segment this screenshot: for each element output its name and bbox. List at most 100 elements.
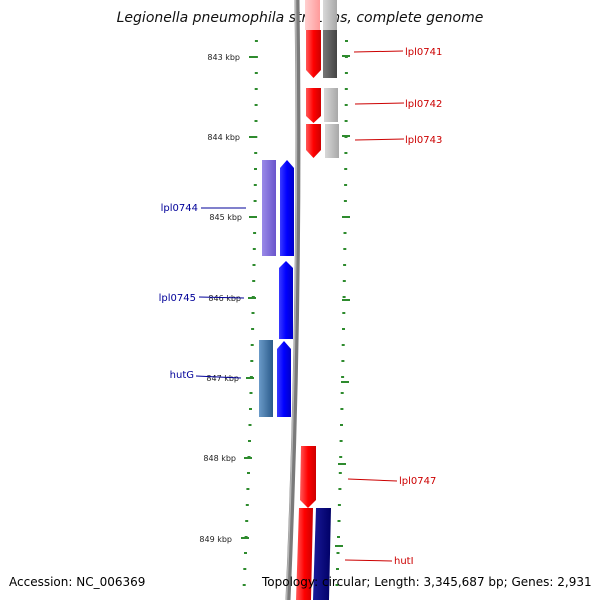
feature-lpl0741-shadow (323, 30, 337, 78)
scale-label: 848 kbp (203, 454, 236, 463)
scale-minor-tick (253, 184, 257, 186)
gene-lpl0742 (306, 88, 321, 123)
genome-title: Legionella pneumophila str. Lens, comple… (116, 10, 484, 26)
scale-minor-tick (341, 344, 345, 346)
gene-lpl0744 (280, 160, 294, 256)
gene-lpl0745 (279, 261, 293, 339)
scale-minor-tick (339, 440, 343, 442)
gene-lpl0741 (306, 30, 321, 78)
scale-minor-tick (336, 552, 340, 554)
scale-minor-tick (343, 248, 347, 250)
scale-minor-tick (254, 168, 257, 170)
scale-minor-tick (339, 456, 343, 458)
leader-lpl0742 (354, 102, 405, 105)
scale-minor-tick (337, 536, 340, 538)
scale-minor-tick (341, 376, 345, 378)
gene-label-hutI: hutI (394, 556, 414, 567)
feature-top-pink (305, 0, 320, 30)
scale-minor-tick (253, 232, 257, 234)
scale-minor-tick (254, 120, 258, 122)
genome-backbone (285, 0, 301, 600)
genome-backbone-highlight (285, 0, 298, 600)
scale-minor-tick (247, 472, 250, 474)
scale-minor-tick (249, 392, 253, 394)
scale-minor-tick (250, 344, 254, 346)
scale-minor-tick (335, 584, 339, 586)
scale-minor-tick (245, 504, 249, 506)
gene-label-lpl0743: lpl0743 (405, 135, 442, 146)
leader-lpl0741 (353, 50, 404, 53)
scale-minor-tick (251, 328, 255, 330)
gene-label-lpl0747: lpl0747 (399, 476, 436, 487)
leader-hutG (195, 375, 242, 379)
scale-minor-tick (248, 424, 252, 426)
feature-lpl0743-shadow (325, 124, 339, 158)
scale-label: 844 kbp (207, 133, 240, 142)
scale-minor-tick (342, 328, 345, 330)
scale-minor-tick (337, 504, 341, 506)
scale-minor-tick (344, 72, 348, 74)
scale-minor-tick (254, 40, 258, 42)
accession-text: Accession: NC_006369 (9, 575, 146, 589)
scale-minor-tick (336, 568, 339, 570)
scale-minor-tick (242, 584, 246, 586)
scale-minor-tick (254, 72, 258, 74)
scale-minor-tick (341, 360, 345, 362)
scale-minor-tick (344, 104, 348, 106)
scale-label: 847 kbp (206, 374, 239, 383)
scale-minor-tick (246, 488, 250, 490)
feature-hutI-shadow (313, 508, 331, 600)
leader-lpl0747 (347, 478, 398, 482)
scale-minor-tick (244, 552, 247, 554)
gene-label-hutG: hutG (170, 370, 194, 381)
scale-minor-tick (252, 248, 256, 250)
scale-minor-tick (344, 88, 348, 90)
scale-minor-tick (338, 488, 342, 490)
scale-minor-tick (344, 152, 348, 154)
leader-hutI (344, 559, 393, 562)
scale-ticks (241, 55, 350, 547)
scale-dots-right (335, 40, 348, 586)
scale-dots-left (242, 40, 258, 586)
gene-label-lpl0741: lpl0741 (405, 47, 442, 58)
scale-minor-tick (345, 40, 348, 42)
genome-summary-text: Topology: circular; Length: 3,345,687 bp… (262, 575, 592, 589)
scale-minor-tick (254, 104, 258, 106)
scale-minor-tick (344, 184, 348, 186)
scale-minor-tick (337, 520, 341, 522)
feature-top-gray (323, 0, 337, 30)
scale-minor-tick (243, 568, 247, 570)
gene-lpl0743 (306, 124, 321, 158)
scale-minor-tick (344, 120, 348, 122)
scale-label: 845 kbp (209, 213, 242, 222)
gene-hutI (296, 508, 313, 600)
leader-lpl0743 (354, 138, 405, 141)
scale-minor-tick (250, 360, 254, 362)
scale-minor-tick (342, 312, 346, 314)
scale-minor-tick (245, 520, 249, 522)
scale-minor-tick (254, 88, 258, 90)
scale-minor-tick (343, 264, 347, 266)
scale-minor-tick (249, 408, 252, 410)
scale-minor-tick (340, 392, 344, 394)
gene-hutG (277, 341, 291, 417)
scale-minor-tick (252, 280, 256, 282)
scale-minor-tick (344, 168, 348, 170)
gene-label-lpl0742: lpl0742 (405, 99, 442, 110)
scale-label: 846 kbp (208, 294, 241, 303)
gene-lpl0747 (300, 446, 316, 508)
scale-minor-tick (254, 152, 258, 154)
scale-minor-tick (342, 296, 346, 298)
scale-label: 843 kbp (207, 53, 240, 62)
gene-label-lpl0745: lpl0745 (159, 293, 196, 304)
feature-hutG-shadow (259, 340, 273, 417)
scale-minor-tick (253, 200, 257, 202)
scale-minor-tick (252, 264, 256, 266)
gene-label-lpl0744: lpl0744 (161, 203, 198, 214)
scale-minor-tick (248, 440, 251, 442)
feature-lpl0742-shadow (324, 88, 338, 122)
scale-minor-tick (343, 232, 347, 234)
leader-lpl0745 (198, 296, 245, 299)
